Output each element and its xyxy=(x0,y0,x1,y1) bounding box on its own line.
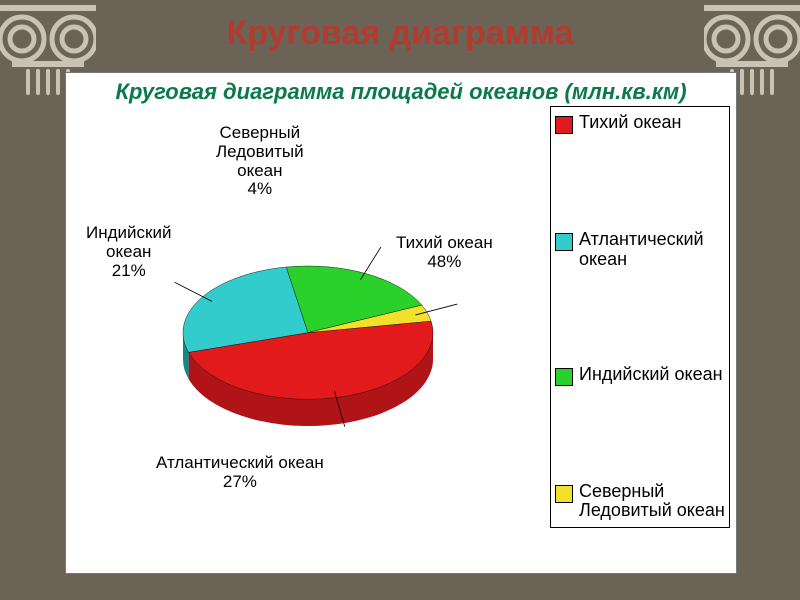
legend-swatch xyxy=(555,116,573,134)
legend-label: Атлантический океан xyxy=(579,230,725,270)
slice-label-indian: Индийский океан 21% xyxy=(86,224,171,280)
legend-swatch xyxy=(555,233,573,251)
slice-label-arctic: Северный Ледовитый океан 4% xyxy=(216,124,304,199)
pie-area: Тихий океан 48% Атлантический океан 27% Ин… xyxy=(66,104,550,534)
slice-label-atlantic: Атлантический океан 27% xyxy=(156,454,324,491)
slide-title: Круговая диаграмма xyxy=(0,14,800,53)
slide: Круговая диаграмма Круговая диаграмма пл… xyxy=(0,0,800,600)
chart-body: Тихий океан 48% Атлантический океан 27% Ин… xyxy=(66,104,736,534)
legend-label: Индийский океан xyxy=(579,365,723,385)
legend: Тихий океан Атлантический океан Индийский … xyxy=(550,106,730,528)
chart-title: Круговая диаграмма площадей океанов (млн… xyxy=(106,79,696,104)
legend-swatch xyxy=(555,485,573,503)
legend-label: Северный Ледовитый океан xyxy=(579,482,725,522)
legend-label: Тихий океан xyxy=(579,113,681,133)
legend-item-atlantic: Атлантический океан xyxy=(555,230,725,270)
chart-frame: Круговая диаграмма площадей океанов (млн… xyxy=(65,72,737,574)
legend-item-pacific: Тихий океан xyxy=(555,113,725,134)
legend-item-indian: Индийский океан xyxy=(555,365,725,386)
slice-label-pacific: Тихий океан 48% xyxy=(396,234,493,271)
legend-item-arctic: Северный Ледовитый океан xyxy=(555,482,725,522)
legend-swatch xyxy=(555,368,573,386)
